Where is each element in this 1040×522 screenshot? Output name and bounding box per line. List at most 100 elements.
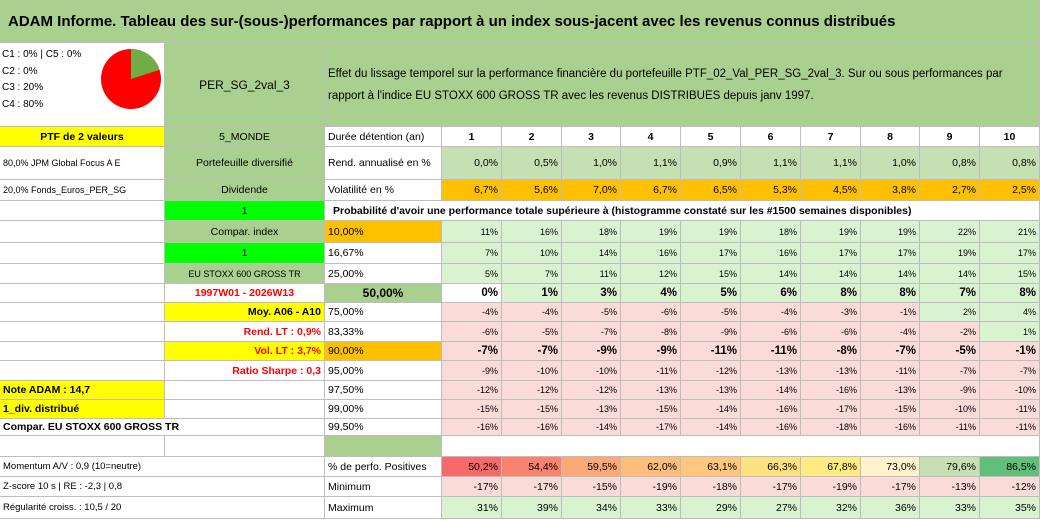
- matrix-value: 19%: [801, 221, 861, 243]
- minimum-value: -15%: [562, 477, 621, 497]
- matrix-value: -6%: [801, 322, 861, 342]
- matrix-value: 0%: [442, 284, 502, 303]
- year-header: 10: [980, 127, 1040, 147]
- c3-label: C3 : 20%: [2, 82, 44, 93]
- matrix-value: -8%: [801, 342, 861, 361]
- pct-positive-value: 73,0%: [861, 457, 920, 477]
- matrix-value: -9%: [920, 381, 980, 400]
- matrix-value: -3%: [801, 303, 861, 322]
- matrix-value: 19%: [920, 243, 980, 264]
- minimum-value: -12%: [980, 477, 1040, 497]
- matrix-value: -7%: [442, 342, 502, 361]
- rend-value: 0,0%: [442, 147, 502, 180]
- maximum-value: 31%: [442, 497, 502, 519]
- rend-value: 1,1%: [801, 147, 861, 180]
- percentile-value: 99,50%: [325, 419, 442, 436]
- year-header: 7: [801, 127, 861, 147]
- pct-positive-value: 63,1%: [681, 457, 741, 477]
- vol-value: 7,0%: [562, 180, 621, 201]
- moy-label: Moy. A06 - A10: [165, 303, 325, 322]
- matrix-value: -11%: [920, 419, 980, 436]
- probability-header: Probabilité d'avoir une performance tota…: [325, 201, 1040, 221]
- rend-value: 0,8%: [920, 147, 980, 180]
- matrix-value: -6%: [442, 322, 502, 342]
- vol-value: 2,5%: [980, 180, 1040, 201]
- pct-positive-value: 66,3%: [741, 457, 801, 477]
- matrix-value: -8%: [621, 322, 681, 342]
- matrix-value: -16%: [741, 400, 801, 419]
- matrix-value: -15%: [621, 400, 681, 419]
- empty-cell: [0, 361, 165, 381]
- one-b-cell: 1: [165, 243, 325, 264]
- matrix-value: -5%: [502, 322, 562, 342]
- pct-positive-value: 59,5%: [562, 457, 621, 477]
- matrix-value: 19%: [861, 221, 920, 243]
- empty-cell: [0, 284, 165, 303]
- percentile-value: 95,00%: [325, 361, 442, 381]
- matrix-value: -11%: [621, 361, 681, 381]
- minimum-value: -13%: [920, 477, 980, 497]
- matrix-value: -13%: [621, 381, 681, 400]
- matrix-value: -2%: [920, 322, 980, 342]
- matrix-value: -6%: [621, 303, 681, 322]
- matrix-value: -5%: [562, 303, 621, 322]
- matrix-value: -13%: [861, 381, 920, 400]
- empty-cell: [0, 243, 165, 264]
- matrix-value: -17%: [621, 419, 681, 436]
- matrix-value: 8%: [801, 284, 861, 303]
- matrix-value: -9%: [621, 342, 681, 361]
- vol-value: 4,5%: [801, 180, 861, 201]
- matrix-value: -4%: [741, 303, 801, 322]
- matrix-value: -12%: [502, 381, 562, 400]
- minimum-value: -18%: [681, 477, 741, 497]
- minimum-value: -17%: [502, 477, 562, 497]
- matrix-value: 17%: [980, 243, 1040, 264]
- maximum-value: 33%: [920, 497, 980, 519]
- matrix-value: 17%: [861, 243, 920, 264]
- empty-cell: [165, 436, 325, 457]
- maximum-value: 27%: [741, 497, 801, 519]
- rend-value: 1,0%: [562, 147, 621, 180]
- description: Effet du lissage temporel sur la perform…: [325, 43, 1040, 127]
- matrix-value: -16%: [502, 419, 562, 436]
- matrix-value: -5%: [920, 342, 980, 361]
- matrix-value: -4%: [861, 322, 920, 342]
- pie-slice-c3: [131, 49, 160, 79]
- matrix-value: -16%: [741, 419, 801, 436]
- duree-header: Durée détention (an): [325, 127, 442, 147]
- index-name-label: EU STOXX 600 GROSS TR: [165, 264, 325, 284]
- matrix-value: -15%: [442, 400, 502, 419]
- matrix-value: 12%: [621, 264, 681, 284]
- matrix-value: -7%: [861, 342, 920, 361]
- matrix-value: 8%: [980, 284, 1040, 303]
- matrix-value: -14%: [681, 400, 741, 419]
- matrix-value: 14%: [920, 264, 980, 284]
- matrix-value: 5%: [442, 264, 502, 284]
- pct-positive-value: 86,5%: [980, 457, 1040, 477]
- matrix-value: 8%: [861, 284, 920, 303]
- one-a-value: 1: [241, 204, 248, 217]
- year-header: 4: [621, 127, 681, 147]
- allocation-block: C1 : 0% | C5 : 0% C2 : 0% C3 : 20% C4 : …: [0, 43, 165, 127]
- empty-cell: [0, 303, 165, 322]
- matrix-value: 3%: [562, 284, 621, 303]
- percentile-value: 25,00%: [325, 264, 442, 284]
- matrix-value: -11%: [681, 342, 741, 361]
- matrix-value: -17%: [801, 400, 861, 419]
- maximum-value: 34%: [562, 497, 621, 519]
- vol-value: 3,8%: [861, 180, 920, 201]
- minimum-value: -17%: [442, 477, 502, 497]
- rend-value: 1,1%: [621, 147, 681, 180]
- matrix-value: -16%: [442, 419, 502, 436]
- matrix-value: -7%: [920, 361, 980, 381]
- matrix-value: -18%: [801, 419, 861, 436]
- empty-green-cell: [325, 436, 442, 457]
- year-header: 6: [741, 127, 801, 147]
- one-a-cell: 1: [165, 201, 325, 221]
- empty-cell: [165, 400, 325, 419]
- empty-cell: [442, 436, 1040, 457]
- matrix-value: -10%: [980, 381, 1040, 400]
- matrix-value: 10%: [502, 243, 562, 264]
- matrix-value: -12%: [562, 381, 621, 400]
- matrix-value: 16%: [502, 221, 562, 243]
